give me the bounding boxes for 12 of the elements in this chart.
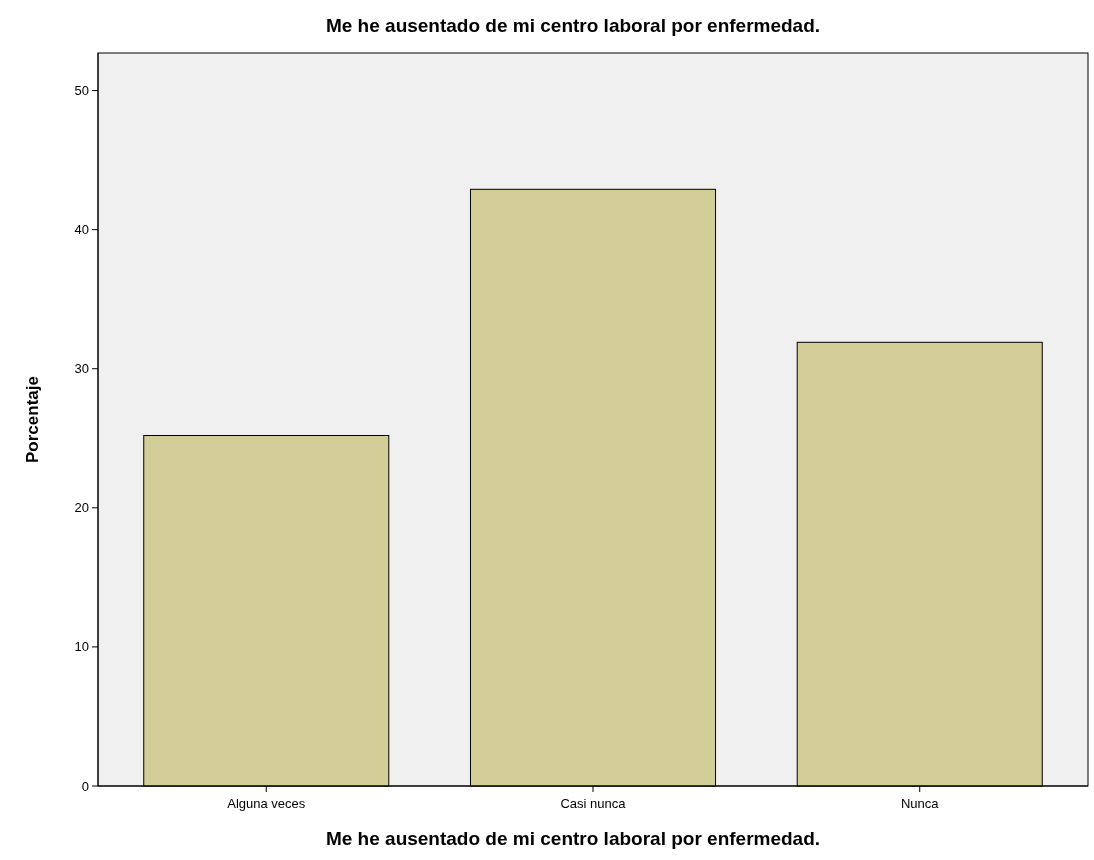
y-tick-label: 40 bbox=[74, 222, 89, 238]
x-tick-label: Casi nunca bbox=[560, 796, 627, 811]
y-tick-label: 30 bbox=[74, 361, 89, 377]
x-axis-title: Me he ausentado de mi centro laboral por enfermedad. bbox=[325, 828, 821, 849]
x-tick-label: Alguna veces bbox=[227, 796, 306, 811]
y-tick-label: 20 bbox=[74, 500, 89, 516]
y-tick-label: 10 bbox=[74, 639, 89, 655]
y-axis-title: Porcentaje bbox=[23, 376, 42, 463]
x-tick-label: Nunca bbox=[900, 796, 940, 811]
y-tick-label: 0 bbox=[81, 778, 89, 794]
y-tick-label: 50 bbox=[74, 83, 89, 99]
chart-title: Me he ausentado de mi centro laboral por enfermedad. bbox=[325, 15, 821, 36]
